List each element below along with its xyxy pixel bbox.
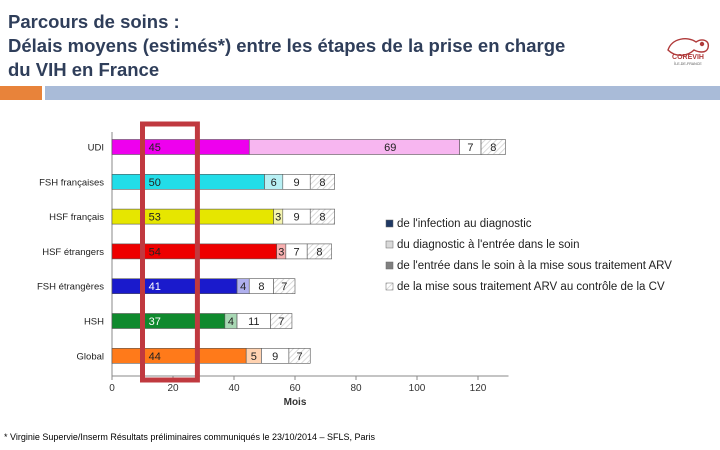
bar-segment-0-3	[480, 139, 506, 155]
bar-value-6-0: 44	[149, 351, 161, 363]
bar-value-5-2: 11	[248, 316, 259, 328]
bar-value-3-0: 54	[149, 246, 161, 258]
legend-label-3: de la mise sous traitement ARV au contrô…	[397, 281, 665, 293]
bar-value-1-0: 50	[149, 177, 161, 189]
bar-segment-6-0	[111, 348, 247, 364]
bar-segment-6-3	[288, 348, 311, 364]
bar-value-2-2: 9	[293, 212, 299, 224]
legend-label-2: de l'entrée dans le soin à la mise sous …	[397, 260, 672, 272]
corevih-logo: COREVIH ÎLE-DE-FRANCE	[667, 38, 710, 66]
bar-value-1-1: 6	[271, 177, 277, 189]
bar-segment-0-0	[111, 139, 250, 155]
bar-segment-0-1	[248, 139, 460, 155]
x-tick-label-120: 120	[470, 383, 487, 394]
bar-value-1-3: 8	[319, 177, 325, 189]
footnote: * Virginie Supervie/Inserm Résultats pré…	[4, 432, 376, 442]
page-title: Parcours de soins : Délais moyens (estim…	[8, 10, 648, 82]
bar-value-0-3: 8	[490, 142, 496, 154]
bar-segment-3-3	[306, 243, 332, 260]
header-band-blue	[45, 86, 720, 100]
header-band-orange	[0, 86, 42, 100]
bar-segment-3-0	[111, 243, 277, 260]
bar-value-5-1: 4	[228, 316, 234, 328]
highlight-box	[140, 121, 200, 383]
title-line-1: Parcours de soins :	[8, 11, 180, 32]
bar-value-2-3: 8	[319, 212, 325, 224]
bar-segment-1-3	[309, 174, 335, 190]
bar-value-5-3: 7	[278, 316, 284, 328]
title-line-2: Délais moyens (estimés*) entre les étape…	[8, 35, 566, 56]
category-label-4: FSH étrangères	[37, 282, 104, 293]
category-label-5: HSH	[84, 317, 104, 328]
bar-segment-5-0	[111, 313, 226, 329]
x-axis-label: Mois	[284, 397, 307, 408]
bar-segment-4-0	[111, 278, 238, 294]
bar-value-2-0: 53	[149, 212, 161, 224]
bar-value-0-2: 7	[467, 142, 473, 154]
category-label-6: Global	[77, 351, 104, 362]
bar-value-0-1: 69	[384, 142, 396, 154]
bar-value-4-1: 4	[240, 281, 246, 293]
legend-label-0: de l'infection au diagnostic	[397, 218, 532, 230]
legend-swatch-0	[385, 219, 394, 228]
bar-segment-1-0	[111, 174, 265, 190]
bar-value-3-3: 8	[316, 246, 322, 258]
bar-value-5-0: 37	[149, 316, 161, 328]
legend-swatch-1	[385, 240, 394, 249]
bar-value-1-2: 9	[293, 177, 299, 189]
x-tick-label-80: 80	[350, 383, 362, 394]
bar-segment-2-3	[309, 208, 335, 225]
category-label-1: FSH françaises	[39, 177, 104, 188]
bar-segment-4-3	[273, 278, 296, 294]
bar-value-2-1: 3	[275, 212, 281, 224]
bar-value-6-2: 9	[272, 351, 278, 363]
bar-value-0-0: 45	[149, 142, 161, 154]
x-tick-label-60: 60	[289, 383, 301, 394]
legend-swatch-3	[385, 282, 394, 291]
svg-text:COREVIH: COREVIH	[672, 54, 704, 61]
bar-value-4-0: 41	[149, 281, 161, 293]
x-tick-label-100: 100	[409, 383, 426, 394]
bar-segment-5-3	[270, 313, 293, 329]
bar-value-6-3: 7	[297, 351, 303, 363]
category-label-2: HSF français	[49, 212, 104, 223]
x-tick-label-40: 40	[228, 383, 240, 394]
svg-text:ÎLE-DE-FRANCE: ÎLE-DE-FRANCE	[673, 62, 702, 66]
title-line-3: du VIH en France	[8, 59, 160, 80]
bar-value-3-1: 3	[278, 246, 284, 258]
bar-segment-2-0	[111, 208, 274, 225]
bar-value-4-2: 8	[258, 281, 264, 293]
legend-swatch-2	[385, 261, 394, 270]
category-label-3: HSF étrangers	[42, 247, 104, 258]
bar-value-4-3: 7	[281, 281, 287, 293]
legend-label-1: du diagnostic à l'entrée dans le soin	[397, 239, 579, 251]
x-tick-label-0: 0	[109, 383, 115, 394]
bar-value-6-1: 5	[251, 351, 257, 363]
x-tick-label-20: 20	[167, 383, 179, 394]
bar-value-3-2: 7	[293, 246, 299, 258]
category-label-0: UDI	[88, 143, 104, 154]
